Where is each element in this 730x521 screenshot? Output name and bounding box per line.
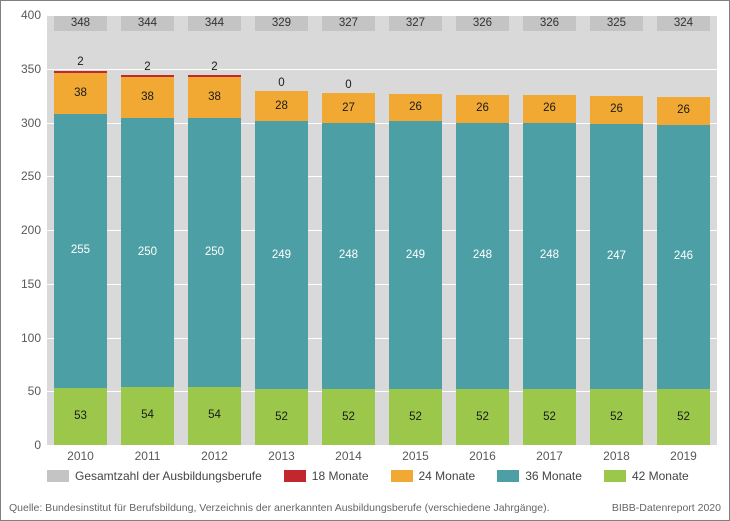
y-tick-label: 400 (1, 8, 41, 22)
y-tick-label: 50 (1, 384, 41, 398)
legend-swatch (604, 470, 626, 482)
x-tick-label: 2017 (516, 449, 583, 463)
total-label: 344 (188, 16, 240, 31)
bar-value-label: 246 (657, 251, 709, 263)
legend-swatch (391, 470, 413, 482)
bar-value-label: 248 (456, 250, 508, 262)
y-tick-label: 150 (1, 277, 41, 291)
legend-label: 36 Monate (525, 469, 582, 483)
bar-value-label: 255 (54, 245, 106, 257)
x-tick-label: 2016 (449, 449, 516, 463)
legend-swatch (47, 470, 69, 482)
grid-line (47, 445, 717, 446)
bar-value-label: 28 (255, 101, 307, 113)
bar-value-label: 54 (188, 410, 240, 422)
x-tick-label: 2015 (382, 449, 449, 463)
legend-item-m42: 42 Monate (604, 469, 689, 483)
total-label: 344 (121, 16, 173, 31)
legend-label: 18 Monate (312, 469, 369, 483)
bar-value-label: 52 (590, 412, 642, 424)
bar-value-label: 27 (322, 103, 374, 115)
bar-value-label: 38 (54, 88, 106, 100)
bar-value-label: 52 (322, 412, 374, 424)
bar-value-label: 38 (121, 92, 173, 104)
legend-item-totals: Gesamtzahl der Ausbildungsberufe (47, 469, 262, 483)
total-label: 324 (657, 16, 709, 31)
x-tick-label: 2012 (181, 449, 248, 463)
x-tick-label: 2010 (47, 449, 114, 463)
total-label: 348 (54, 16, 106, 31)
report-label: BIBB-Datenreport 2020 (612, 502, 721, 514)
bar-value-label: 52 (456, 412, 508, 424)
bar-value-label: 249 (255, 250, 307, 262)
bar-value-label: 53 (54, 411, 106, 423)
legend-swatch (284, 470, 306, 482)
legend-item-m36: 36 Monate (497, 469, 582, 483)
bar-value-label: 249 (389, 250, 441, 262)
legend-swatch (497, 470, 519, 482)
bar-value-label: 26 (657, 105, 709, 117)
total-label: 326 (456, 16, 508, 31)
total-label: 327 (322, 16, 374, 31)
bar-value-label: 2 (188, 62, 240, 74)
bar-value-label: 250 (188, 247, 240, 259)
legend-item-m24: 24 Monate (391, 469, 476, 483)
bar-value-label: 2 (54, 57, 106, 69)
bar-segment-m18 (54, 71, 106, 73)
bar-value-label: 26 (523, 103, 575, 115)
legend-label: Gesamtzahl der Ausbildungsberufe (75, 469, 262, 483)
bar-value-label: 26 (590, 104, 642, 116)
y-tick-label: 350 (1, 62, 41, 76)
source-text: Quelle: Bundesinstitut für Berufsbildung… (9, 502, 550, 514)
x-tick-label: 2019 (650, 449, 717, 463)
bar-value-label: 0 (322, 80, 374, 92)
bar-segment-m18 (188, 75, 240, 77)
total-label: 327 (389, 16, 441, 31)
y-tick-label: 250 (1, 169, 41, 183)
x-tick-label: 2014 (315, 449, 382, 463)
total-label: 325 (590, 16, 642, 31)
bar-value-label: 52 (657, 412, 709, 424)
bar-value-label: 247 (590, 251, 642, 263)
x-tick-label: 2011 (114, 449, 181, 463)
bar-value-label: 248 (523, 250, 575, 262)
bar-value-label: 54 (121, 410, 173, 422)
legend-label: 42 Monate (632, 469, 689, 483)
x-tick-label: 2013 (248, 449, 315, 463)
bar-segment-m18 (121, 75, 173, 77)
bar-value-label: 52 (389, 412, 441, 424)
bar-value-label: 26 (389, 102, 441, 114)
x-tick-label: 2018 (583, 449, 650, 463)
bar-value-label: 26 (456, 103, 508, 115)
bar-value-label: 52 (255, 412, 307, 424)
total-label: 329 (255, 16, 307, 31)
bar-value-label: 248 (322, 250, 374, 262)
bar-value-label: 2 (121, 62, 173, 74)
legend-label: 24 Monate (419, 469, 476, 483)
bar-value-label: 52 (523, 412, 575, 424)
y-tick-label: 300 (1, 116, 41, 130)
y-tick-label: 100 (1, 331, 41, 345)
y-tick-label: 200 (1, 223, 41, 237)
bar-value-label: 250 (121, 247, 173, 259)
total-label: 326 (523, 16, 575, 31)
chart-container: 53 255 38 2 54 250 38 2 54 250 38 2 52 249 28 0 52 248 27 0… (0, 0, 730, 521)
legend: Gesamtzahl der Ausbildungsberufe 18 Monat… (47, 469, 717, 483)
legend-item-m18: 18 Monate (284, 469, 369, 483)
y-tick-label: 0 (1, 438, 41, 452)
bar-value-label: 0 (255, 78, 307, 90)
bar-value-label: 38 (188, 92, 240, 104)
plot-area: 53 255 38 2 54 250 38 2 54 250 38 2 52 249 28 0 52 248 27 0… (47, 15, 717, 445)
